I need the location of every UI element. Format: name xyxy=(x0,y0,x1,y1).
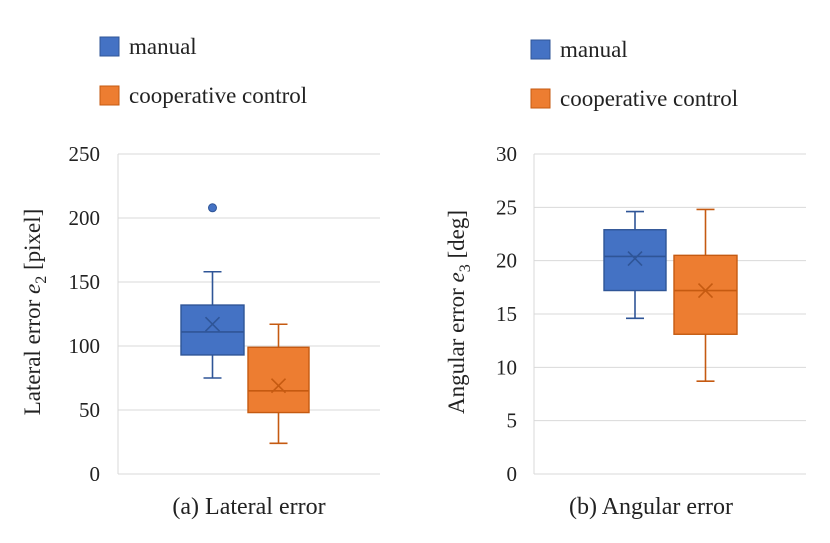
y-tick-label: 150 xyxy=(69,270,101,294)
mean-marker xyxy=(204,316,221,332)
legend-label: manual xyxy=(129,34,197,59)
panel-caption: (b) Angular error xyxy=(569,494,733,520)
y-axis-label: Lateral error e2 [pixel] xyxy=(20,209,50,416)
mean-marker xyxy=(697,282,714,299)
panel-angular-error: 0 5 10 15 20 25 30 Angular error e3 [deg] manual… xyxy=(444,37,806,520)
y-tick-label: 25 xyxy=(496,195,517,219)
y-tick-label: 20 xyxy=(496,249,517,273)
y-axis-label-variable: e xyxy=(444,272,469,282)
y-axis-label-subscript: 3 xyxy=(457,264,474,272)
mean-marker xyxy=(270,378,287,394)
legend-swatch xyxy=(530,39,551,60)
legend-swatch xyxy=(99,36,120,57)
y-tick-label: 0 xyxy=(90,462,101,486)
legend-swatch xyxy=(99,85,120,106)
box-iqr xyxy=(603,229,667,292)
panel-lateral-error: 0 50 100 150 200 250 Lateral error e2 [pixel] m… xyxy=(20,34,380,520)
y-tick-label: 50 xyxy=(79,398,100,422)
mean-marker xyxy=(627,250,643,267)
box-iqr xyxy=(673,254,738,335)
panel-caption: (a) Lateral error xyxy=(172,494,325,520)
y-axis-label-prefix: Angular error xyxy=(444,282,469,414)
y-tick-label: 5 xyxy=(507,409,518,433)
y-tick-label: 15 xyxy=(496,302,517,326)
y-axis-label-variable: e xyxy=(20,284,45,294)
y-tick-label: 200 xyxy=(69,206,101,230)
y-axis-label-subscript: 2 xyxy=(33,276,50,284)
legend-swatch xyxy=(530,88,551,109)
y-tick-label: 0 xyxy=(507,462,518,486)
outlier-point xyxy=(208,203,217,213)
y-tick-label: 30 xyxy=(496,142,517,166)
y-axis-label-unit: [pixel] xyxy=(20,209,45,276)
box-iqr xyxy=(247,346,310,414)
y-tick-label: 100 xyxy=(69,334,101,358)
y-tick-label: 10 xyxy=(496,355,517,379)
legend-label: cooperative control xyxy=(129,83,307,108)
legend-label: cooperative control xyxy=(560,86,738,111)
y-axis-label-unit: [deg] xyxy=(444,210,469,264)
y-axis-label-prefix: Lateral error xyxy=(20,294,45,415)
y-axis-label: Angular error e3 [deg] xyxy=(444,210,474,414)
y-tick-label: 250 xyxy=(69,142,101,166)
legend-label: manual xyxy=(560,37,628,62)
box-iqr xyxy=(180,304,245,356)
